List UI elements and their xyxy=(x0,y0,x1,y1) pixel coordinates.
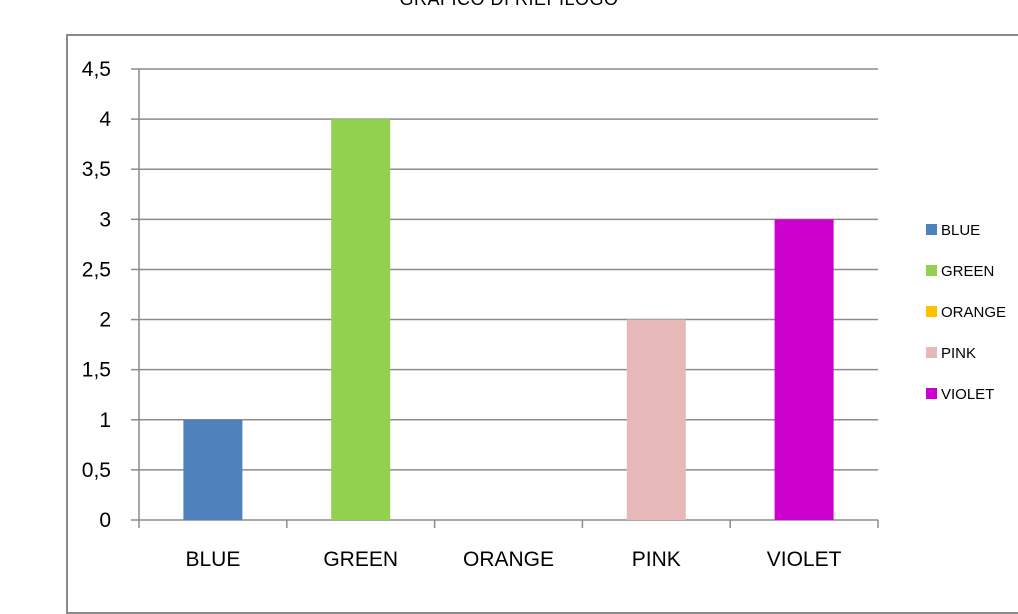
axes xyxy=(131,68,879,528)
x-tick-labels: BLUE GREEN ORANGE PINK VIOLET xyxy=(185,548,841,571)
y-tick-label: 0 xyxy=(99,509,111,532)
legend: BLUE GREEN ORANGE PINK VIOLET xyxy=(926,222,1006,403)
legend-swatch xyxy=(926,388,937,399)
legend-label: GREEN xyxy=(941,263,994,280)
y-tick-label: 3,5 xyxy=(82,158,111,181)
y-tick-label: 1,5 xyxy=(82,359,111,382)
chart-title: GRAFICO DI RIEPILOGO xyxy=(0,0,1018,10)
legend-label: BLUE xyxy=(941,222,980,239)
y-tick-label: 2,5 xyxy=(82,258,111,281)
y-tick-labels: 0 0,5 1 1,5 2 2,5 3 3,5 4 4,5 xyxy=(82,58,112,532)
bars xyxy=(183,119,834,521)
legend-swatch xyxy=(926,306,937,317)
x-tick-label: BLUE xyxy=(185,548,240,571)
bar-pink xyxy=(626,319,686,520)
bar-chart: 0 0,5 1 1,5 2 2,5 3 3,5 4 4,5 BLUE GREEN ORANGE PINK… xyxy=(82,58,1006,571)
x-tick-label: VIOLET xyxy=(767,548,842,571)
legend-swatch xyxy=(926,224,937,235)
y-tick-label: 4 xyxy=(99,108,111,131)
legend-label: VIOLET xyxy=(941,386,994,403)
x-tick-label: GREEN xyxy=(323,548,398,571)
legend-swatch xyxy=(926,265,937,276)
bar-blue xyxy=(183,419,243,520)
bar-violet xyxy=(774,219,834,521)
y-tick-label: 0,5 xyxy=(82,459,111,482)
y-tick-label: 2 xyxy=(99,309,111,332)
x-tick-label: PINK xyxy=(632,548,681,571)
legend-label: ORANGE xyxy=(941,304,1006,321)
y-tick-label: 3 xyxy=(99,208,111,231)
bar-green xyxy=(331,119,391,520)
y-tick-label: 1 xyxy=(99,409,111,432)
x-tick-label: ORANGE xyxy=(463,548,554,571)
y-tick-label: 4,5 xyxy=(82,58,111,81)
legend-label: PINK xyxy=(941,345,976,362)
legend-swatch xyxy=(926,347,937,358)
gridlines xyxy=(139,68,878,471)
